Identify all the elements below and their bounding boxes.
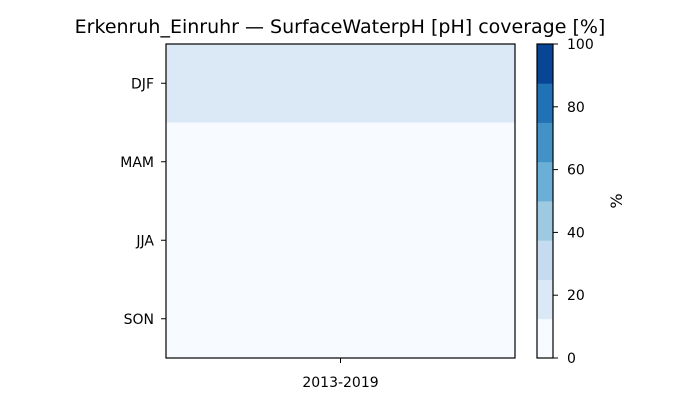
heatmap-cell-mam-0 [166,122,516,202]
colorbar-segment-5 [537,122,553,163]
x-tick-label-0: 2013-2019 [302,375,378,391]
colorbar-tick-label-40: 40 [567,225,585,241]
heatmap-cell-jja-0 [166,201,516,280]
colorbar-segment-1 [537,279,553,320]
chart-title: Erkenruh_Einruhr — SurfaceWaterpH [pH] c… [75,16,606,38]
heatmap-cell-djf-0 [166,44,516,123]
colorbar-segment-4 [537,161,553,202]
colorbar-tick-label-80: 80 [567,100,585,116]
colorbar-segment-3 [537,201,553,241]
y-tick-label-son: SON [124,312,154,328]
colorbar-frame [536,43,554,359]
x-axis: 2013-2019 [302,358,379,391]
y-tick-label-djf: DJF [131,76,154,92]
colorbar-segment-7 [537,44,553,84]
colorbar-tick-label-100: 100 [567,37,594,53]
heatmap-cells [166,44,516,359]
colorbar: 0 20 40 60 80 100 [536,37,594,367]
colorbar-tick-label-60: 60 [567,163,585,179]
colorbar-tick-label-20: 20 [567,288,585,304]
y-axis: DJF MAM JJA SON [120,76,166,328]
colorbar-tick-label-0: 0 [567,351,576,367]
colorbar-segment-2 [537,240,553,280]
colorbar-label: % [607,193,626,208]
colorbar-segment-0 [537,318,553,359]
heatmap-cell-son-0 [166,279,516,359]
y-tick-label-mam: MAM [120,155,154,171]
y-tick-label-jja: JJA [135,233,154,249]
colorbar-segment-6 [537,83,553,123]
